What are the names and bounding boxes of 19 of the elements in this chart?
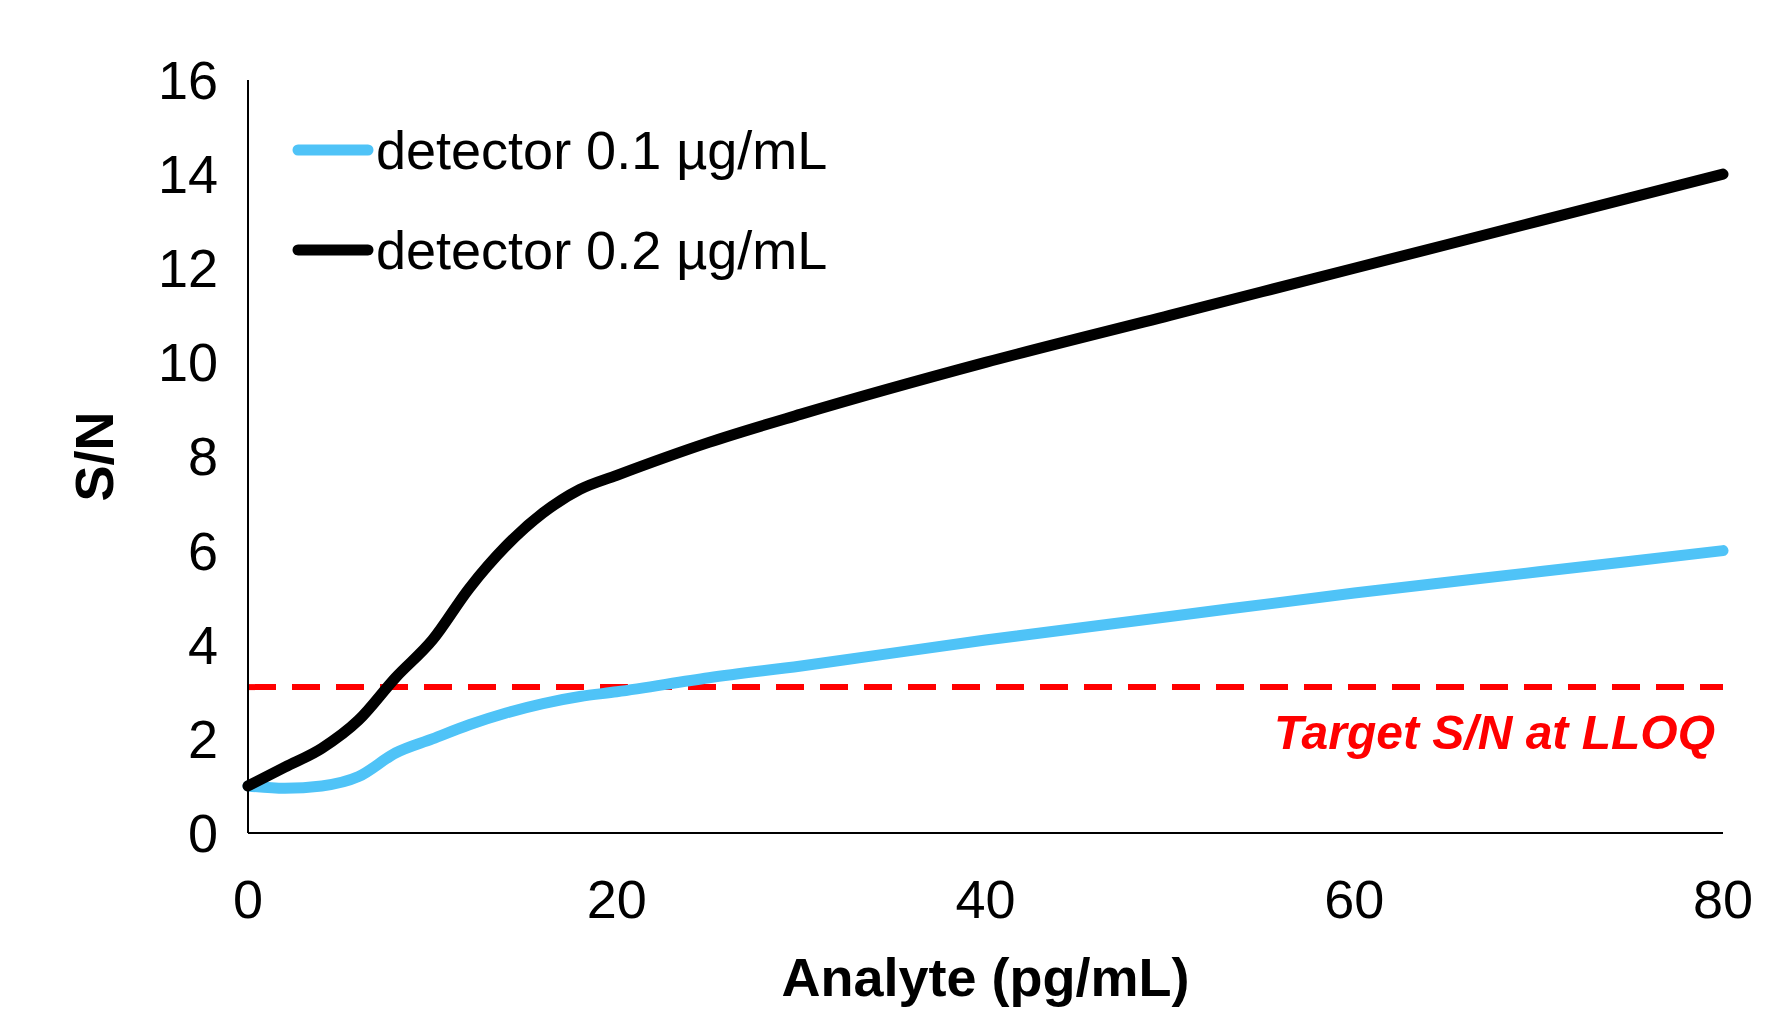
legend-label: detector 0.1 µg/mL	[376, 119, 828, 180]
y-tick-label: 16	[157, 49, 218, 110]
y-tick-label: 10	[157, 332, 218, 393]
x-tick-label: 40	[955, 869, 1016, 929]
y-tick-label: 14	[157, 144, 218, 205]
x-tick-label: 60	[1324, 869, 1385, 929]
x-tick-label: 80	[1692, 869, 1754, 929]
y-tick-label: 12	[157, 238, 218, 299]
y-tick-label: 2	[187, 708, 218, 769]
x-axis-title: Analyte (pg/mL)	[781, 947, 1190, 1007]
legend-label: detector 0.2 µg/mL	[376, 219, 828, 280]
x-tick-label: 0	[232, 869, 264, 929]
y-tick-label: 8	[187, 426, 218, 487]
y-tick-label: 0	[187, 802, 218, 863]
y-tick-label: 4	[187, 614, 218, 675]
y-tick-label: 6	[187, 520, 218, 581]
x-tick-label: 20	[586, 869, 647, 929]
ref-line-label: Target S/N at LLOQ	[1274, 706, 1715, 760]
y-axis-title: S/N	[64, 411, 124, 502]
